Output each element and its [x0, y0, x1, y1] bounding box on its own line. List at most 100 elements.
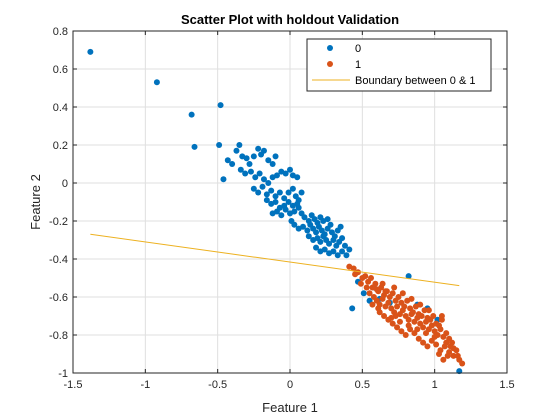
data-point-class-0 [242, 170, 249, 177]
data-point-class-0 [272, 193, 279, 200]
data-point-class-1 [436, 351, 443, 357]
legend-marker-1 [327, 61, 333, 67]
data-point-class-0 [339, 248, 346, 255]
data-point-class-0 [282, 206, 289, 213]
data-point-class-1 [408, 295, 415, 302]
data-point-class-0 [265, 157, 272, 164]
y-tick-label: 0.4 [53, 102, 68, 114]
data-point-class-0 [246, 161, 253, 167]
data-point-class-0 [247, 168, 254, 175]
axis-ticks: -1.5 -1 -0.5 0 0.5 1 1.5-1-0.8-0.6-0.4-0.200.2… [49, 26, 515, 391]
data-point-class-1 [420, 339, 427, 346]
x-axis-label: Feature 1 [262, 400, 318, 415]
y-tick-label: -0.6 [49, 292, 68, 304]
data-point-class-0 [282, 170, 289, 177]
data-point-class-1 [409, 309, 416, 316]
data-point-class-0 [252, 174, 259, 181]
data-point-class-1 [418, 313, 425, 319]
data-point-class-1 [402, 332, 409, 338]
decision-boundary-line [90, 233, 460, 287]
data-point-class-0 [236, 142, 243, 148]
data-point-class-0 [250, 185, 257, 192]
data-point-class-1 [395, 294, 402, 300]
data-point-class-1 [401, 303, 408, 310]
data-point-class-1 [389, 290, 396, 297]
y-tick-label: 0.6 [53, 64, 68, 76]
data-point-class-0 [313, 229, 320, 236]
data-point-class-1 [459, 360, 466, 367]
data-point-class-1 [357, 280, 364, 287]
legend-label-boundary: Boundary between 0 & 1 [355, 75, 475, 87]
data-point-class-0 [337, 223, 344, 230]
data-point-class-1 [394, 324, 401, 331]
y-tick-label: -0.8 [49, 330, 68, 342]
data-point-class-1 [438, 313, 445, 319]
legend: 0 1 Boundary between 0 & 1 [306, 38, 492, 92]
data-point-class-0 [265, 180, 272, 186]
data-point-class-1 [375, 305, 382, 312]
data-point-class-0 [217, 102, 224, 109]
data-point-class-1 [372, 280, 379, 287]
chart-title: Scatter Plot with holdout Validation [181, 12, 399, 27]
data-point-class-0 [339, 235, 346, 242]
data-point-class-0 [324, 216, 331, 223]
data-point-class-1 [424, 343, 431, 350]
data-point-class-0 [269, 161, 276, 167]
data-point-class-0 [237, 166, 244, 173]
data-point-class-1 [443, 339, 450, 346]
data-point-class-1 [454, 352, 461, 359]
data-point-class-0 [243, 155, 250, 162]
y-axis-label: Feature 2 [28, 174, 43, 230]
x-tick-label: -0.5 [208, 379, 227, 391]
series-1-points [346, 263, 466, 367]
data-point-class-0 [330, 248, 337, 255]
data-point-class-1 [415, 335, 422, 342]
data-point-class-0 [317, 238, 324, 245]
data-point-class-0 [260, 176, 267, 183]
data-point-class-0 [324, 225, 331, 232]
y-tick-label: 0.2 [53, 140, 68, 152]
data-point-class-0 [255, 189, 262, 196]
data-point-class-0 [263, 197, 270, 204]
data-point-class-0 [273, 172, 280, 179]
data-point-class-0 [276, 189, 283, 196]
data-point-class-0 [273, 208, 280, 215]
data-point-class-1 [396, 318, 403, 325]
data-point-class-0 [313, 244, 320, 251]
data-point-class-0 [341, 242, 348, 249]
legend-label-0: 0 [355, 43, 361, 55]
data-point-class-1 [450, 352, 457, 359]
data-point-class-0 [153, 79, 160, 86]
x-tick-label: -1.5 [64, 379, 83, 391]
data-point-class-0 [272, 153, 279, 160]
data-point-class-1 [362, 273, 369, 280]
data-point-class-1 [373, 286, 380, 293]
data-point-class-1 [405, 322, 412, 329]
data-point-class-0 [285, 199, 292, 205]
data-point-class-0 [346, 246, 353, 253]
data-point-class-0 [295, 204, 302, 211]
data-point-class-0 [256, 170, 263, 177]
data-point-class-1 [381, 313, 388, 319]
data-point-class-1 [363, 284, 370, 291]
data-point-class-1 [350, 265, 357, 272]
data-point-class-1 [443, 330, 450, 337]
data-point-class-1 [379, 280, 386, 287]
data-point-class-0 [188, 111, 195, 118]
data-point-class-1 [399, 290, 406, 297]
x-tick-label: 1.5 [499, 379, 514, 391]
data-point-class-0 [343, 252, 350, 259]
data-point-class-1 [422, 330, 429, 337]
data-point-class-1 [385, 299, 392, 306]
legend-label-1: 1 [355, 59, 361, 71]
data-point-class-0 [288, 218, 295, 224]
data-point-class-1 [440, 356, 447, 363]
data-point-class-0 [289, 185, 296, 192]
data-point-class-1 [389, 320, 396, 327]
data-point-class-0 [224, 157, 231, 164]
y-tick-label: 0 [62, 178, 68, 190]
data-point-class-0 [278, 212, 285, 219]
data-point-class-0 [285, 189, 292, 196]
y-tick-label: -0.4 [49, 254, 68, 266]
